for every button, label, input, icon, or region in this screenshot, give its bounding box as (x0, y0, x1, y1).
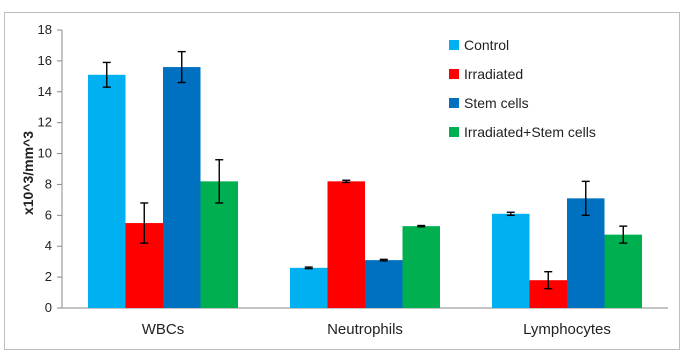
y-tick-label: 2 (45, 269, 52, 284)
legend-swatch (449, 40, 459, 50)
y-tick-label: 4 (45, 238, 52, 253)
bar (290, 267, 328, 308)
y-tick-label: 16 (38, 53, 52, 68)
bar (492, 213, 530, 308)
legend-label: Stem cells (464, 95, 529, 111)
x-tick-label: WBCs (142, 321, 185, 338)
y-axis-title: x10^3/mm^3 (20, 131, 36, 215)
bar (327, 181, 365, 308)
y-tick-label: 18 (38, 22, 52, 37)
legend-label: Irradiated+Stem cells (464, 124, 596, 140)
y-tick-label: 14 (38, 84, 52, 99)
bar (402, 226, 440, 308)
y-tick-label: 8 (45, 176, 52, 191)
y-tick-label: 0 (45, 300, 52, 315)
legend-swatch (449, 69, 459, 79)
legend-swatch (449, 127, 459, 137)
x-tick-label: Neutrophils (327, 321, 403, 338)
bar (604, 234, 642, 308)
legend-label: Irradiated (464, 66, 523, 82)
y-tick-label: 6 (45, 207, 52, 222)
x-tick-label: Lymphocytes (523, 321, 611, 338)
bar (88, 74, 126, 309)
legend-label: Control (464, 37, 509, 53)
bar (163, 67, 201, 308)
bar (567, 198, 605, 308)
legend-swatch (449, 98, 459, 108)
y-tick-label: 12 (38, 115, 52, 130)
y-tick-label: 10 (38, 146, 52, 161)
bar (365, 260, 403, 308)
